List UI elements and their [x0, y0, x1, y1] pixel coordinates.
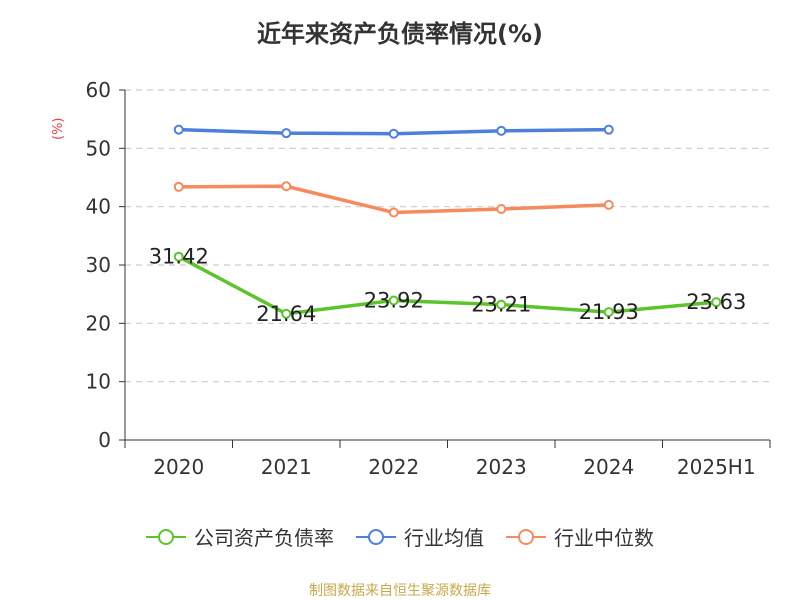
- data-labels: 31.42 21.64 23.92 23.21 21.93 23.63: [149, 245, 747, 326]
- x-tick-label: 2020: [153, 455, 204, 479]
- y-tick-labels: 0 10 20 30 40 50 60: [86, 78, 111, 452]
- x-tick-label: 2025H1: [677, 455, 756, 479]
- x-tick-label: 2021: [261, 455, 312, 479]
- y-tick-label: 50: [86, 136, 111, 160]
- x-tick-label: 2023: [476, 455, 527, 479]
- chart-title: 近年来资产负债率情况(%): [257, 20, 543, 48]
- legend-item-industry-median[interactable]: 行业中位数: [506, 522, 654, 551]
- data-point: [603, 199, 614, 210]
- legend-item-company[interactable]: 公司资产负债率: [146, 522, 334, 551]
- data-point: [388, 128, 399, 139]
- x-tick-label: 2024: [583, 455, 634, 479]
- y-tick-label: 30: [86, 253, 111, 277]
- data-point: [281, 308, 292, 319]
- data-point: [603, 307, 614, 318]
- series-lines: [173, 124, 722, 319]
- data-point: [281, 128, 292, 139]
- axes: [119, 89, 771, 448]
- source-note: 制图数据来自恒生聚源数据库: [309, 583, 491, 599]
- data-label: 23.63: [686, 290, 746, 314]
- data-point: [496, 299, 507, 310]
- data-label: 31.42: [149, 245, 209, 269]
- legend: 公司资产负债率 行业均值 行业中位数: [0, 522, 800, 551]
- data-point: [388, 295, 399, 306]
- x-tick-label: 2022: [368, 455, 419, 479]
- y-tick-label: 20: [86, 311, 111, 335]
- data-point: [173, 251, 184, 262]
- y-tick-label: 10: [86, 370, 111, 394]
- data-point: [496, 125, 507, 136]
- data-label: 21.64: [256, 302, 316, 326]
- legend-marker-icon: [356, 528, 396, 545]
- data-point: [281, 181, 292, 192]
- x-tick-labels: 2020 2021 2022 2023 2024 2025H1: [153, 455, 755, 479]
- data-label: 23.21: [471, 293, 531, 317]
- legend-marker-icon: [146, 528, 186, 545]
- grid-lines: [125, 89, 770, 383]
- data-point: [496, 204, 507, 214]
- y-tick-label: 40: [86, 195, 111, 219]
- data-label: 23.92: [364, 288, 424, 312]
- data-point: [173, 124, 184, 135]
- data-point: [173, 181, 184, 192]
- legend-label: 公司资产负债率: [194, 526, 334, 550]
- series-line: [177, 254, 718, 316]
- y-tick-label: 0: [98, 428, 111, 452]
- data-point: [388, 207, 399, 218]
- data-point: [603, 124, 614, 135]
- legend-marker-icon: [506, 528, 546, 545]
- data-point: [711, 297, 722, 308]
- legend-item-industry-avg[interactable]: 行业均值: [356, 522, 484, 551]
- y-tick-label: 60: [86, 78, 111, 102]
- data-label: 21.93: [579, 300, 639, 324]
- legend-label: 行业均值: [404, 526, 484, 550]
- legend-label: 行业中位数: [554, 526, 654, 550]
